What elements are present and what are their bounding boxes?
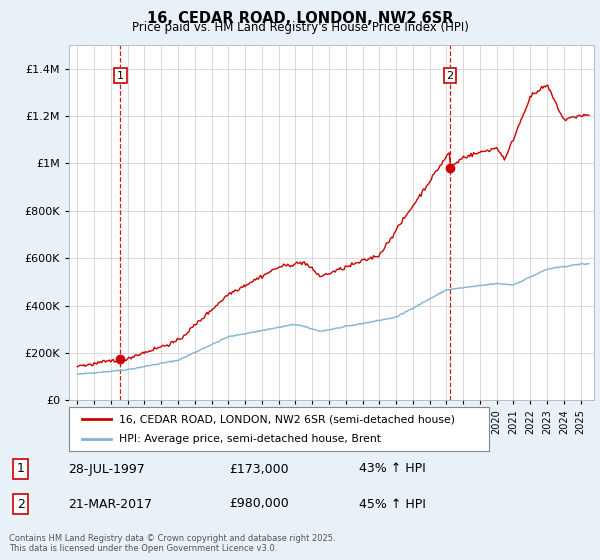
Text: Contains HM Land Registry data © Crown copyright and database right 2025.
This d: Contains HM Land Registry data © Crown c… — [9, 534, 335, 553]
Text: 1: 1 — [17, 463, 25, 475]
Text: 16, CEDAR ROAD, LONDON, NW2 6SR: 16, CEDAR ROAD, LONDON, NW2 6SR — [147, 11, 453, 26]
Text: £980,000: £980,000 — [229, 497, 289, 511]
Text: 16, CEDAR ROAD, LONDON, NW2 6SR (semi-detached house): 16, CEDAR ROAD, LONDON, NW2 6SR (semi-de… — [119, 414, 455, 424]
Text: Price paid vs. HM Land Registry's House Price Index (HPI): Price paid vs. HM Land Registry's House … — [131, 21, 469, 34]
Text: HPI: Average price, semi-detached house, Brent: HPI: Average price, semi-detached house,… — [119, 433, 382, 444]
Text: £173,000: £173,000 — [229, 463, 289, 475]
Text: 1: 1 — [117, 71, 124, 81]
Text: 43% ↑ HPI: 43% ↑ HPI — [359, 463, 425, 475]
Text: 21-MAR-2017: 21-MAR-2017 — [68, 497, 152, 511]
Text: 2: 2 — [446, 71, 454, 81]
Text: 28-JUL-1997: 28-JUL-1997 — [68, 463, 145, 475]
Text: 2: 2 — [17, 497, 25, 511]
Text: 45% ↑ HPI: 45% ↑ HPI — [359, 497, 425, 511]
